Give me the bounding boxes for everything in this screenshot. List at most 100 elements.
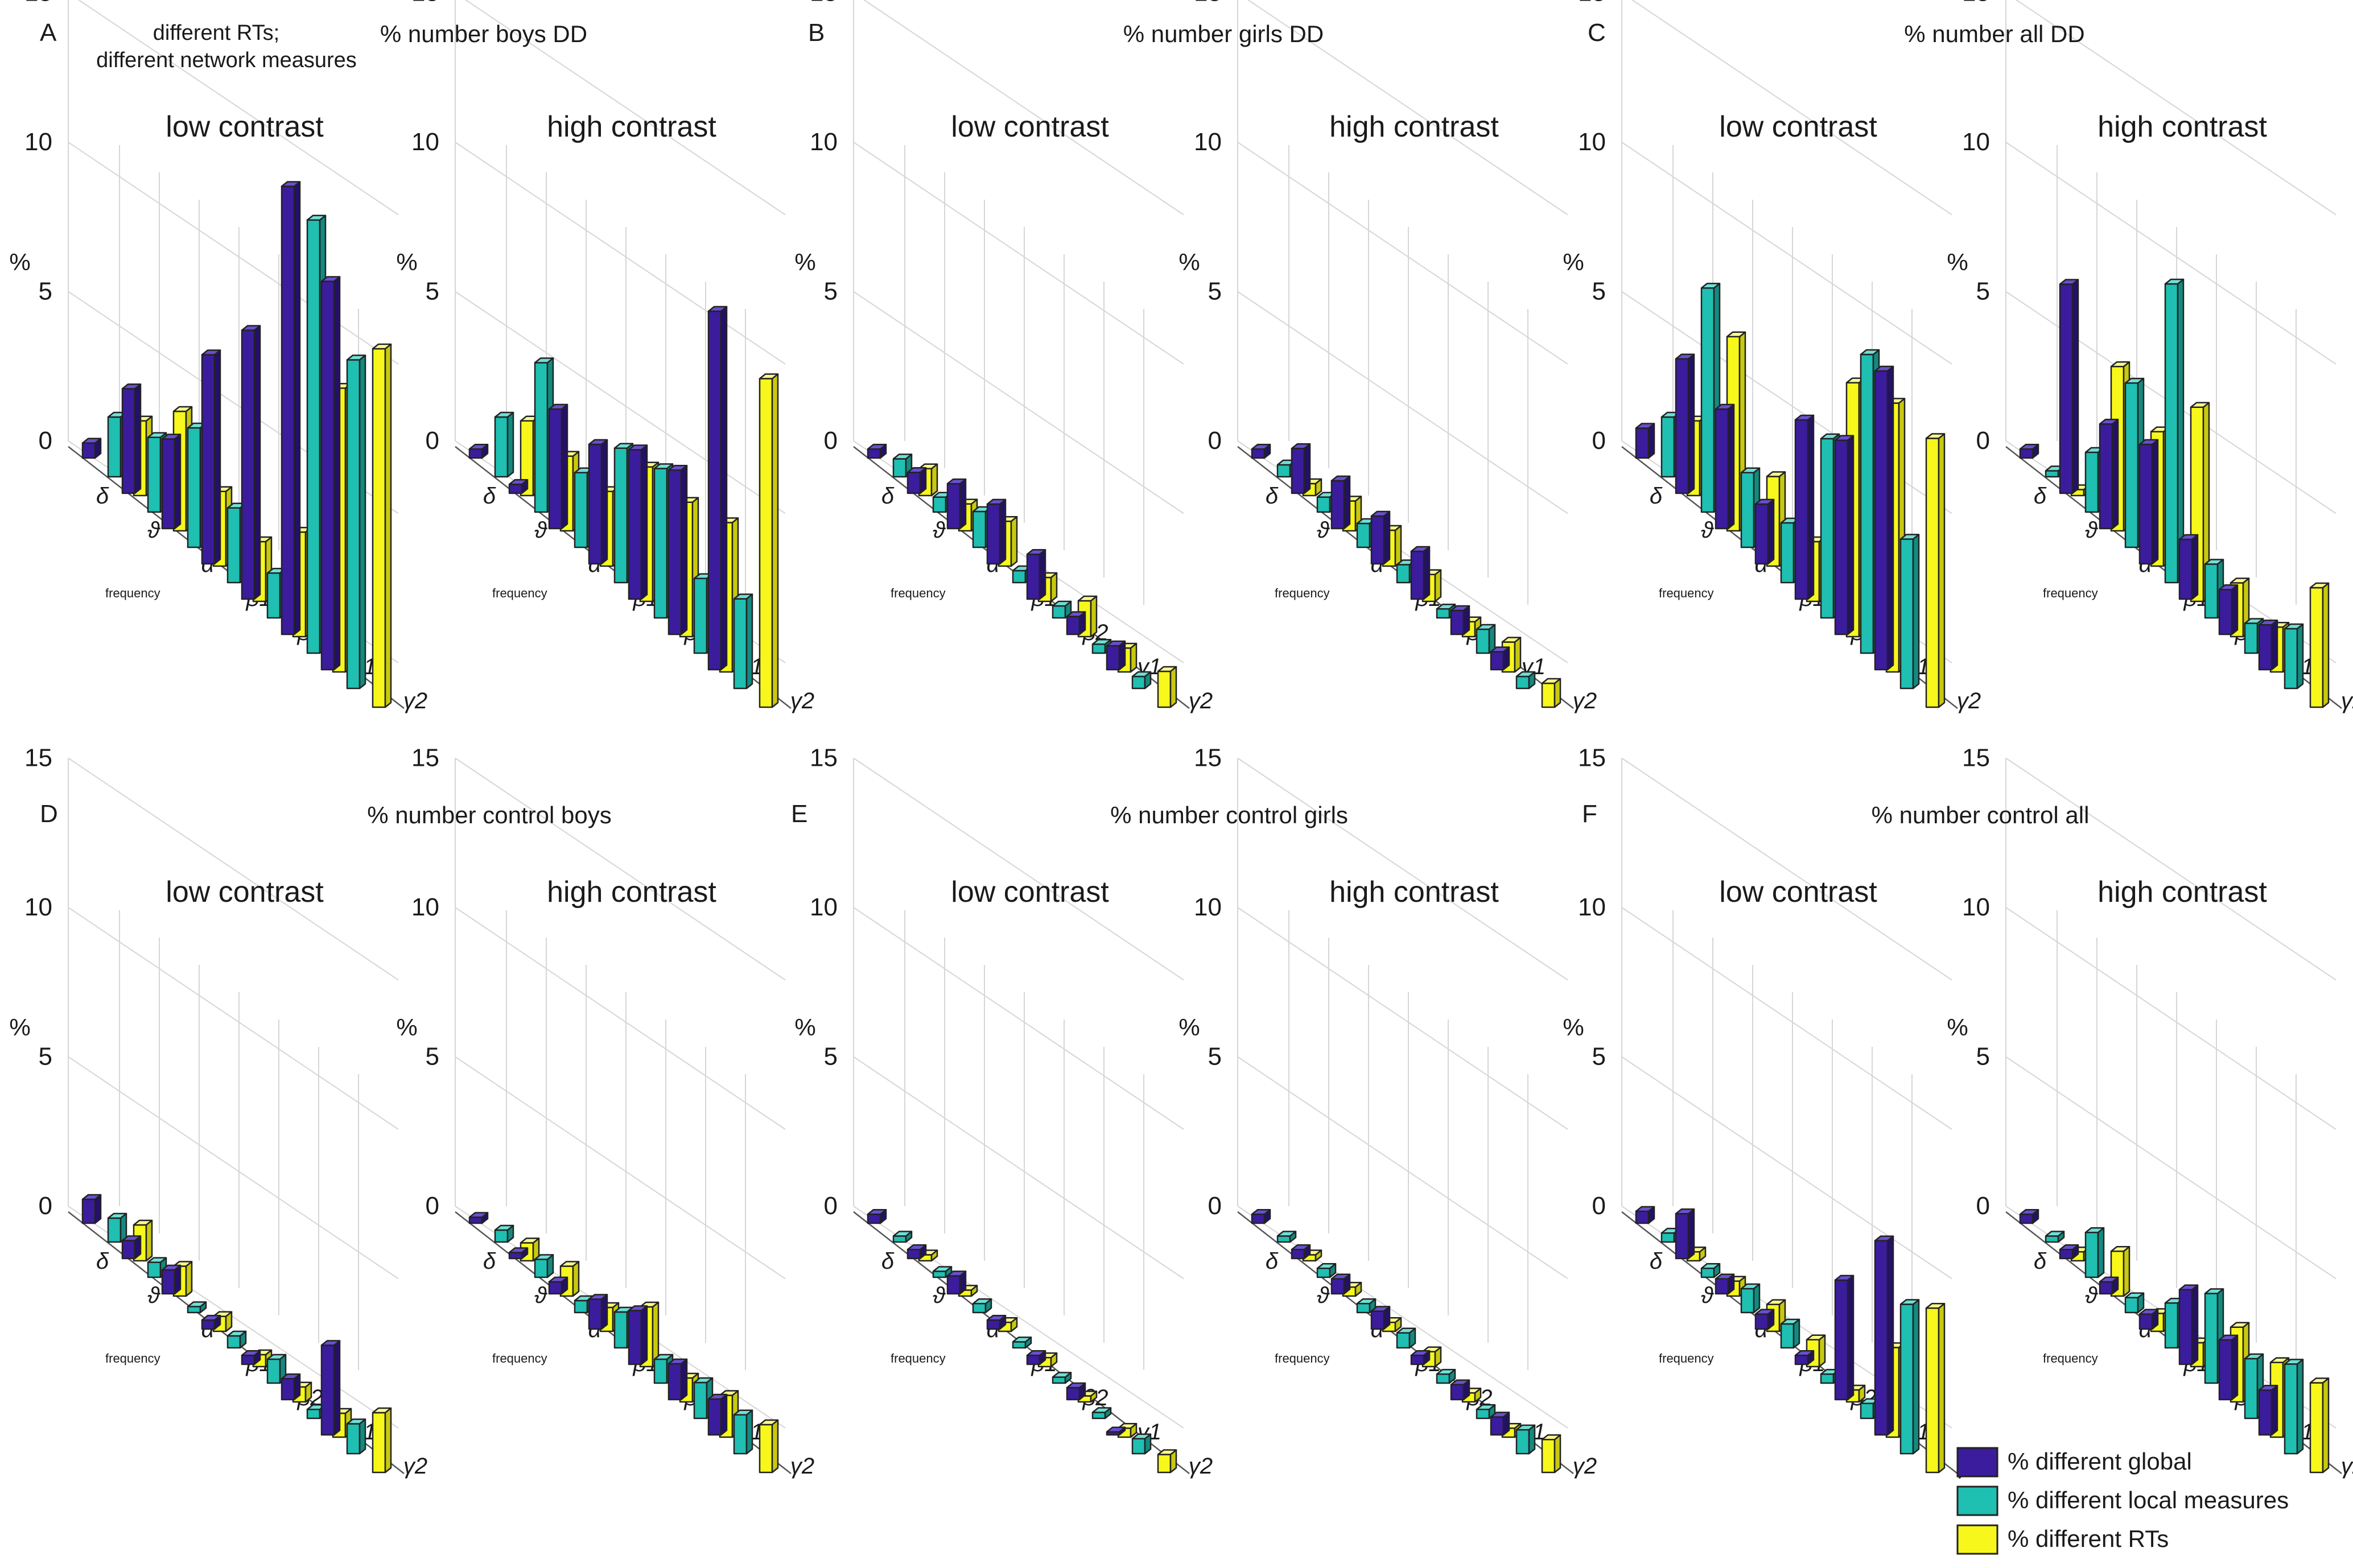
band-label: γ2 (1957, 688, 1981, 713)
bar-global-2 (1675, 1208, 1695, 1260)
y-tick-label: 10 (1194, 128, 1222, 156)
grid-line (1621, 907, 1952, 1130)
bar-global-2 (508, 479, 529, 494)
y-tick-label: 0 (39, 427, 52, 455)
bar-global-1 (468, 1212, 489, 1224)
band-label: γ2 (790, 688, 814, 713)
bar-global-6 (2218, 584, 2239, 636)
bar-rt-7 (759, 1419, 779, 1474)
band-label: γ2 (403, 688, 427, 713)
bar-global-7 (320, 276, 341, 671)
bar-global-5 (241, 1350, 261, 1365)
bar-rt-3 (212, 1311, 233, 1332)
y-tick-label: 5 (1208, 278, 1222, 306)
band-label: ϑ (2085, 1283, 2099, 1308)
grid-line (853, 907, 1184, 1130)
y-tick-label: 5 (1592, 1043, 1606, 1071)
bar-local-7 (1899, 534, 1920, 690)
bar-global-1 (867, 444, 887, 459)
bar-local-1 (494, 411, 514, 478)
bar-local-4 (226, 1330, 247, 1349)
grid-line (1237, 291, 1568, 514)
y-axis-label: % (1178, 249, 1200, 275)
bar-local-1 (107, 1212, 127, 1243)
bar-local-1 (892, 453, 913, 478)
note-line-2: different network measures (96, 48, 357, 72)
y-axis-label: % (1563, 1014, 1584, 1041)
legend-swatch-local (1956, 1486, 1998, 1516)
x-axis-label: frequency (2043, 1351, 2098, 1365)
grid-line (455, 291, 786, 514)
bar-global-5 (1026, 1350, 1046, 1365)
bar-global-4 (201, 349, 221, 565)
bar-local-7 (2284, 623, 2304, 690)
grid-line (1621, 757, 1952, 981)
bar-global-7 (320, 1340, 341, 1436)
y-tick-label: 15 (24, 744, 52, 772)
bar-local-7 (733, 1409, 753, 1455)
bar-global-5 (628, 444, 648, 600)
y-tick-label: 0 (1208, 1192, 1222, 1220)
bar-rt-4 (1806, 1334, 1826, 1368)
bar-global-2 (1675, 353, 1695, 494)
grid-line (77, 0, 399, 216)
bar-local-3 (187, 1301, 207, 1314)
y-tick-label: 10 (810, 893, 838, 921)
band-label: ϑ (1317, 518, 1330, 543)
band-label: γ2 (403, 1454, 427, 1479)
bar-global-3 (1715, 403, 1735, 530)
bar-local-7 (346, 1418, 366, 1455)
y-axis-label: % (1178, 1014, 1200, 1041)
condition-title: high contrast (1329, 110, 1499, 143)
x-axis-label: frequency (492, 586, 547, 600)
condition-title: low contrast (951, 110, 1109, 143)
bar-rt-7 (372, 343, 392, 708)
bar-local-4 (2164, 278, 2185, 584)
bar-global-1 (81, 438, 102, 459)
y-tick-label: 10 (1962, 893, 1990, 921)
y-axis-label: % (794, 249, 815, 275)
y-axis-label: % (396, 249, 417, 275)
bar-global-6 (667, 1358, 688, 1401)
y-tick-label: 15 (810, 744, 838, 772)
bar-global-4 (201, 1315, 221, 1330)
grid-line (2005, 757, 2336, 981)
bar-global-1 (81, 1194, 102, 1224)
condition-title: low contrast (1719, 876, 1877, 909)
band-label: δ (1266, 484, 1279, 509)
bar-local-2 (1316, 1263, 1337, 1278)
x-axis-label: frequency (105, 1351, 160, 1365)
band-label: δ (96, 1249, 109, 1274)
y-tick-label: 10 (411, 128, 439, 156)
group-title: % number all DD (1904, 20, 2084, 47)
bar-local-2 (147, 1257, 167, 1278)
y-tick-label: 10 (810, 128, 838, 156)
bar-global-7 (1106, 1426, 1126, 1436)
bar-local-4 (1396, 1327, 1416, 1349)
bar-global-2 (508, 1247, 529, 1260)
y-tick-label: 10 (1194, 893, 1222, 921)
condition-title: high contrast (547, 876, 716, 909)
x-axis-label: frequency (105, 586, 160, 600)
bar-global-4 (1370, 1306, 1391, 1330)
bar-global-7 (1490, 646, 1510, 671)
bar-global-5 (241, 325, 261, 600)
bar-global-4 (1754, 498, 1775, 565)
bar-local-3 (972, 1298, 992, 1314)
bar-global-2 (121, 1235, 142, 1260)
bar-global-6 (2218, 1334, 2239, 1401)
x-axis-label: frequency (1659, 586, 1714, 600)
bar-global-2 (1291, 443, 1311, 494)
band-label: ϑ (933, 518, 946, 543)
bar-global-4 (986, 1315, 1007, 1330)
band-label: δ (2034, 484, 2047, 509)
y-axis-label: % (396, 1014, 417, 1041)
y-tick-label: 0 (824, 1192, 838, 1220)
y-tick-label: 5 (1208, 1043, 1222, 1071)
grid-line (853, 142, 1184, 365)
